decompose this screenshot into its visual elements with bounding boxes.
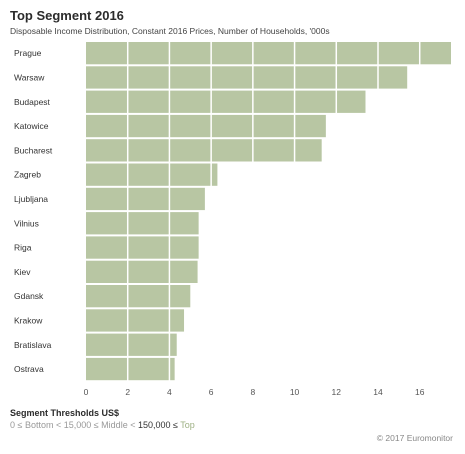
bar <box>86 260 198 283</box>
category-label: Gdansk <box>14 291 44 301</box>
bar <box>86 187 205 211</box>
x-tick-labels: 0 2 4 6 8 10 12 14 16 <box>84 387 425 397</box>
x-tick-label: 2 <box>125 387 130 397</box>
category-label: Ostrava <box>14 364 44 374</box>
bar <box>86 212 199 235</box>
chart-subtitle: Disposable Income Distribution, Constant… <box>10 26 330 36</box>
bar <box>86 114 326 138</box>
category-label: Bratislava <box>14 340 52 350</box>
x-tick-label: 14 <box>373 387 383 397</box>
bars <box>86 42 451 381</box>
copyright: © 2017 Euromonitor <box>376 433 453 443</box>
x-tick-label: 0 <box>84 387 89 397</box>
bar <box>86 236 199 259</box>
x-tick-label: 8 <box>250 387 255 397</box>
thresholds-line: 0 ≤ Bottom < 15,000 ≤ Middle < 150,000 ≤… <box>10 420 195 430</box>
category-label: Warsaw <box>14 72 45 82</box>
bar <box>86 42 451 65</box>
bar <box>86 163 218 186</box>
x-tick-label: 12 <box>332 387 342 397</box>
x-tick-label: 10 <box>290 387 300 397</box>
gridlines <box>126 40 421 383</box>
category-label: Kiev <box>14 267 31 277</box>
bar-chart: Prague Warsaw Budapest Katowice Bucharest Zag… <box>14 40 451 397</box>
category-label: Prague <box>14 48 42 58</box>
thresholds-segment: Top <box>180 420 195 430</box>
category-labels: Prague Warsaw Budapest Katowice Bucharest Zag… <box>14 48 53 374</box>
bar <box>86 333 177 356</box>
x-tick-label: 4 <box>167 387 172 397</box>
bar <box>86 309 185 332</box>
category-label: Riga <box>14 243 32 253</box>
category-label: Vilnius <box>14 218 39 228</box>
bar <box>86 139 322 162</box>
x-tick-label: 16 <box>415 387 425 397</box>
bar <box>86 285 191 308</box>
category-label: Katowice <box>14 121 49 131</box>
thresholds-value: 150,000 ≤ <box>137 420 181 430</box>
chart-title: Top Segment 2016 <box>10 8 124 23</box>
category-label: Ljubljana <box>14 194 48 204</box>
category-label: Krakow <box>14 315 43 325</box>
bar <box>86 357 175 381</box>
bar <box>86 66 408 89</box>
bar <box>86 90 366 113</box>
thresholds-prefix: 0 ≤ Bottom < 15,000 ≤ Middle < <box>10 420 138 430</box>
category-label: Zagreb <box>14 170 41 180</box>
thresholds-title: Segment Thresholds US$ <box>10 408 120 418</box>
category-label: Bucharest <box>14 145 53 155</box>
category-label: Budapest <box>14 97 51 107</box>
x-tick-label: 6 <box>209 387 214 397</box>
